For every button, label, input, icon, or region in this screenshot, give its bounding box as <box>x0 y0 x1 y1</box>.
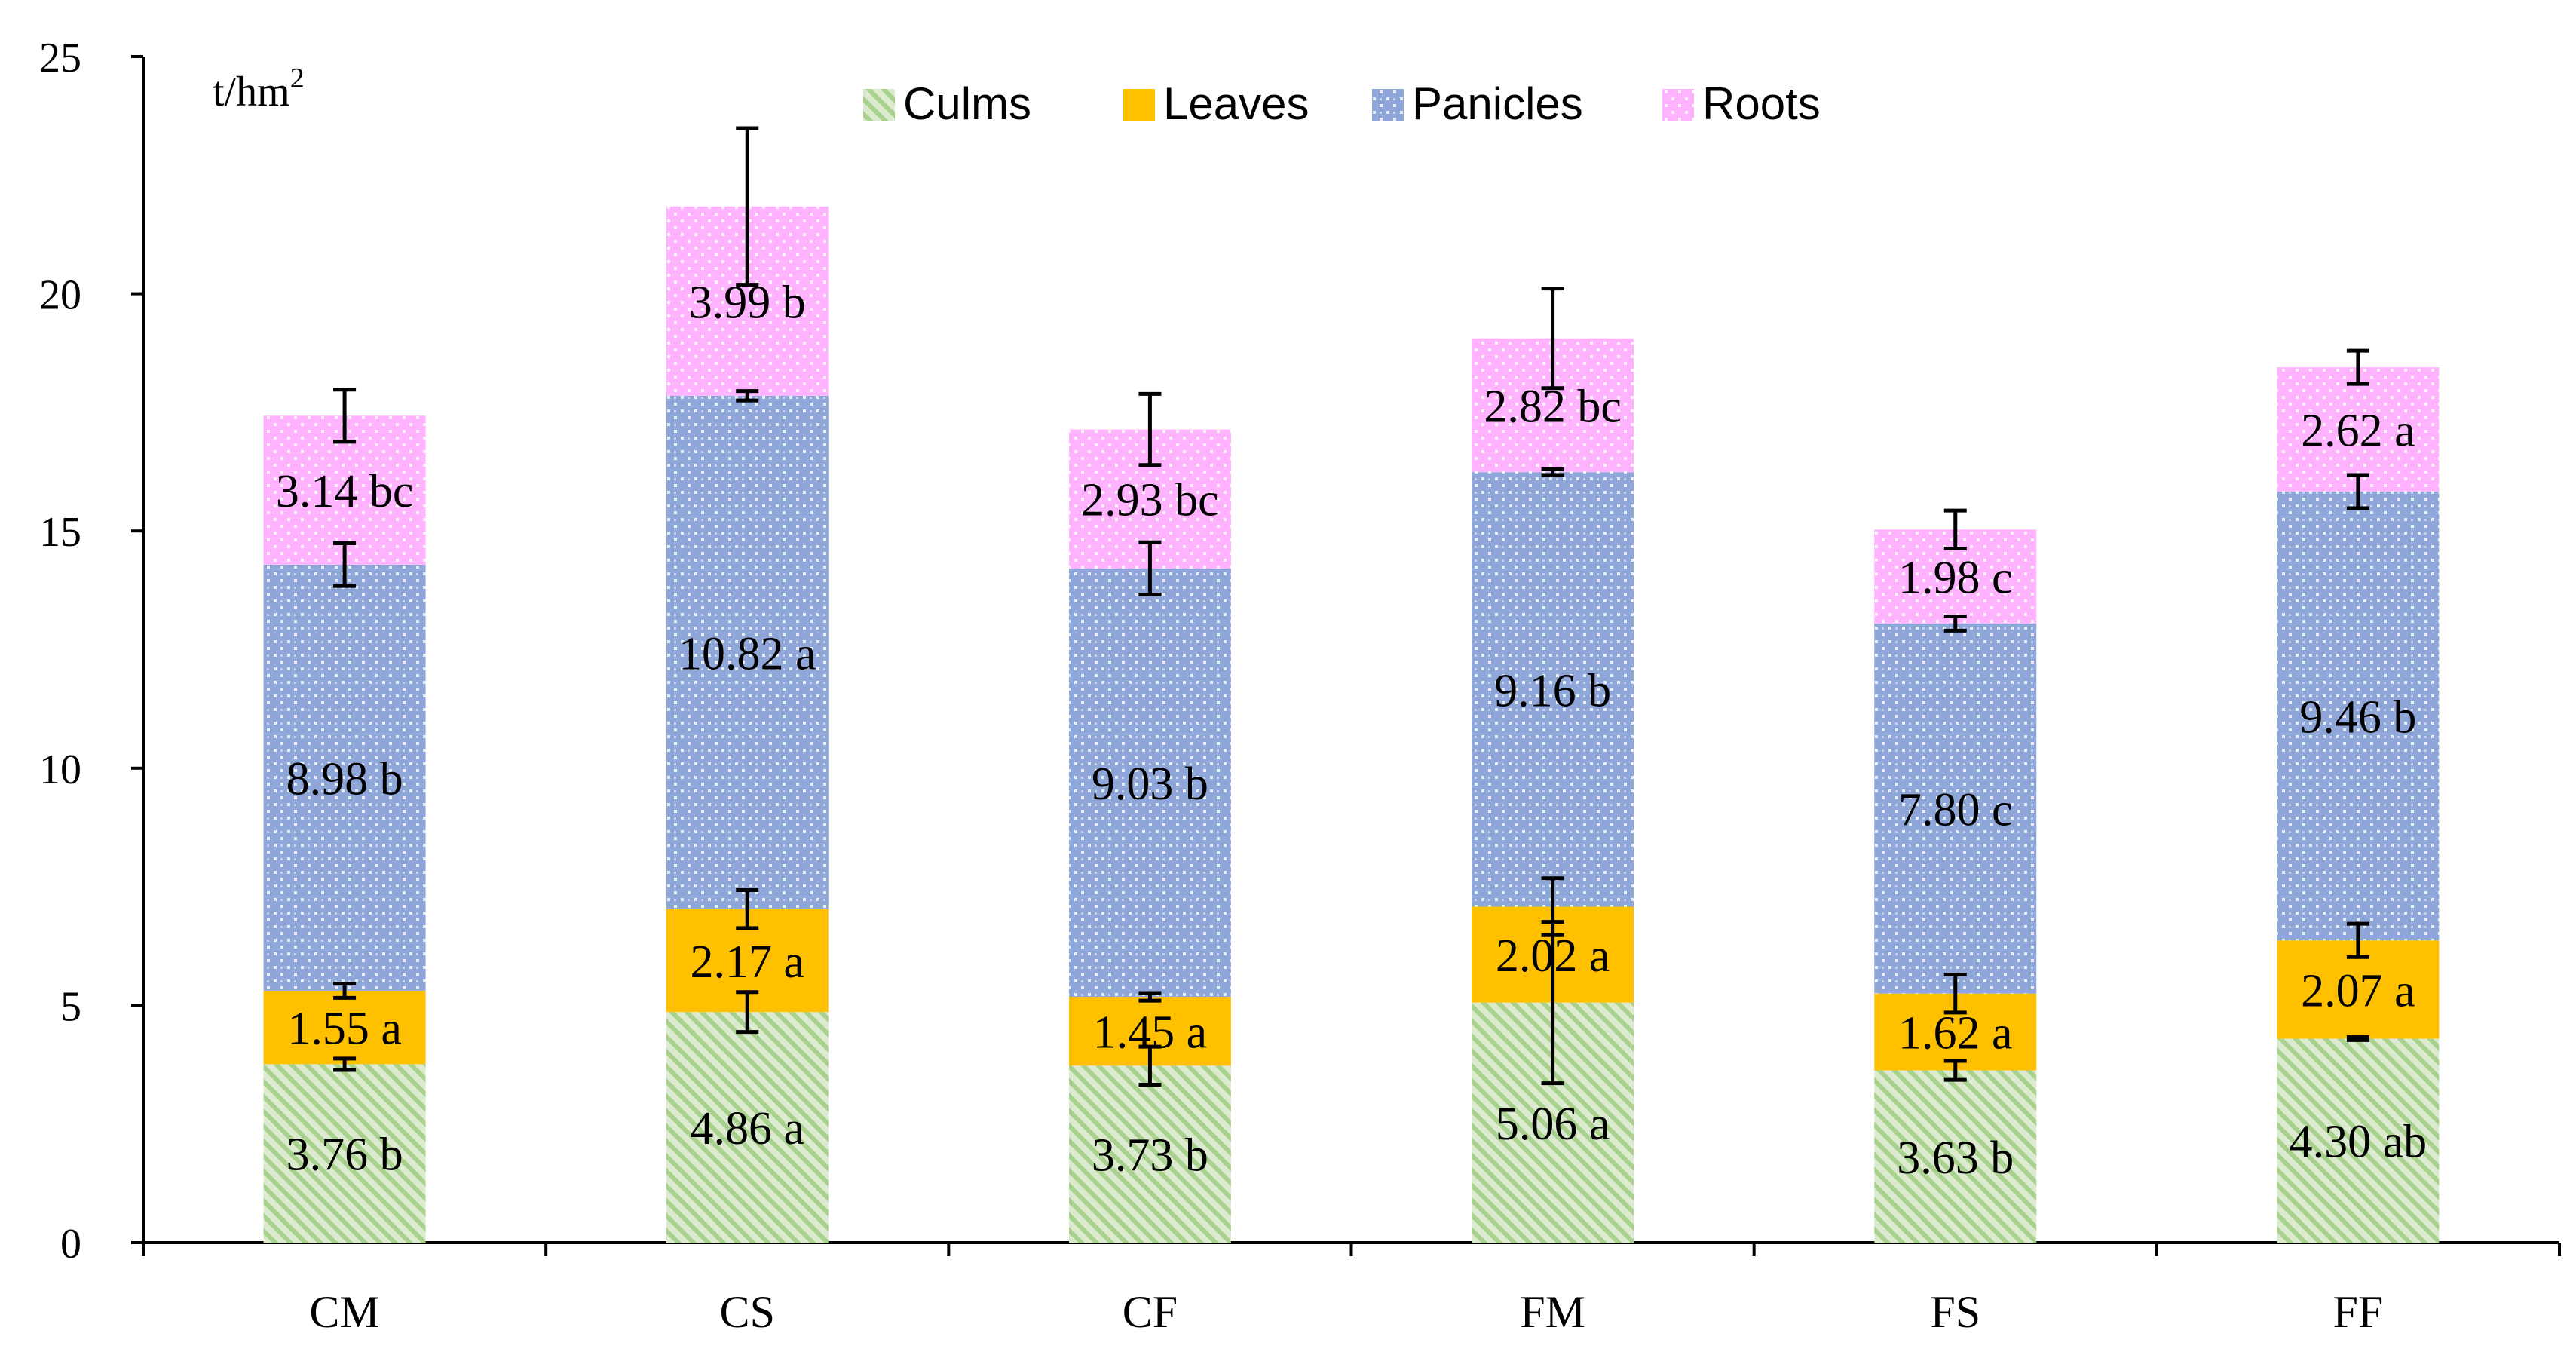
data-label-roots: 3.99 b <box>689 277 806 328</box>
data-label-panicles: 9.03 b <box>1092 759 1208 810</box>
data-label-leaves: 2.02 a <box>1496 930 1610 982</box>
bar-segment-panicles <box>1472 472 1634 907</box>
data-label-culms: 5.06 a <box>1496 1099 1610 1150</box>
data-label-panicles: 8.98 b <box>286 753 403 805</box>
bar-segment-panicles <box>1874 623 2037 994</box>
legend-swatch-roots <box>1662 89 1694 121</box>
category-label-fm: FM <box>1520 1287 1585 1337</box>
category-label-fs: FS <box>1930 1287 1980 1337</box>
legend-swatch-panicles <box>1372 89 1404 121</box>
data-label-culms: 3.63 b <box>1897 1133 2014 1184</box>
bar-segment-culms <box>263 1064 426 1243</box>
y-tick-label: 20 <box>39 272 81 319</box>
bar-segment-panicles <box>2277 491 2440 941</box>
bar-segment-panicles <box>666 395 829 909</box>
category-label-cf: CF <box>1123 1287 1178 1337</box>
category-label-cm: CM <box>309 1287 379 1337</box>
data-label-panicles: 9.46 b <box>2299 692 2416 743</box>
y-unit-superscript: 2 <box>290 63 305 94</box>
data-label-culms: 3.73 b <box>1092 1130 1208 1182</box>
bar-segment-culms <box>1874 1070 2037 1243</box>
legend-label-roots: Roots <box>1702 78 1821 129</box>
data-label-culms: 4.30 ab <box>2290 1117 2427 1168</box>
bar-segment-leaves <box>263 990 426 1065</box>
bar-segment-culms <box>2277 1038 2440 1243</box>
legend-swatch-leaves <box>1123 89 1155 121</box>
legend-swatch-culms <box>863 89 895 121</box>
data-label-panicles: 10.82 a <box>678 628 816 679</box>
data-label-roots: 2.82 bc <box>1484 381 1622 432</box>
bar-segment-panicles <box>1068 568 1231 998</box>
data-label-leaves: 1.45 a <box>1093 1007 1208 1059</box>
data-label-leaves: 2.07 a <box>2301 965 2415 1016</box>
y-unit-base: t/hm <box>213 69 290 115</box>
bar-segment-panicles <box>263 564 426 991</box>
legend: Culms Leaves Panicles Roots <box>863 78 1821 129</box>
y-tick-label: 10 <box>39 746 81 793</box>
data-label-panicles: 7.80 c <box>1898 784 2013 835</box>
category-label-ff: FF <box>2333 1287 2384 1337</box>
category-label-cs: CS <box>720 1287 775 1337</box>
data-label-panicles: 9.16 b <box>1494 665 1611 716</box>
y-tick-label: 5 <box>60 983 81 1030</box>
data-label-roots: 2.62 a <box>2301 406 2415 457</box>
y-tick-label: 15 <box>39 509 81 556</box>
y-unit-label: t/hm2 <box>213 63 305 115</box>
legend-label-leaves: Leaves <box>1163 78 1309 129</box>
data-label-roots: 3.14 bc <box>276 466 414 517</box>
data-label-roots: 1.98 c <box>1898 553 2013 604</box>
data-label-leaves: 2.17 a <box>690 936 804 988</box>
bar-segment-culms <box>666 1012 829 1243</box>
data-label-leaves: 1.62 a <box>1898 1008 2013 1059</box>
y-tick-label: 25 <box>39 35 81 81</box>
data-label-culms: 3.76 b <box>286 1130 403 1181</box>
legend-label-panicles: Panicles <box>1412 78 1583 129</box>
legend-label-culms: Culms <box>903 78 1031 129</box>
data-label-roots: 2.93 bc <box>1081 475 1219 526</box>
data-label-culms: 4.86 a <box>690 1103 804 1154</box>
bar-segment-roots <box>2277 367 2440 492</box>
data-label-leaves: 1.55 a <box>287 1004 402 1055</box>
y-tick-label: 0 <box>60 1221 81 1268</box>
bar-segment-culms <box>1068 1065 1231 1243</box>
